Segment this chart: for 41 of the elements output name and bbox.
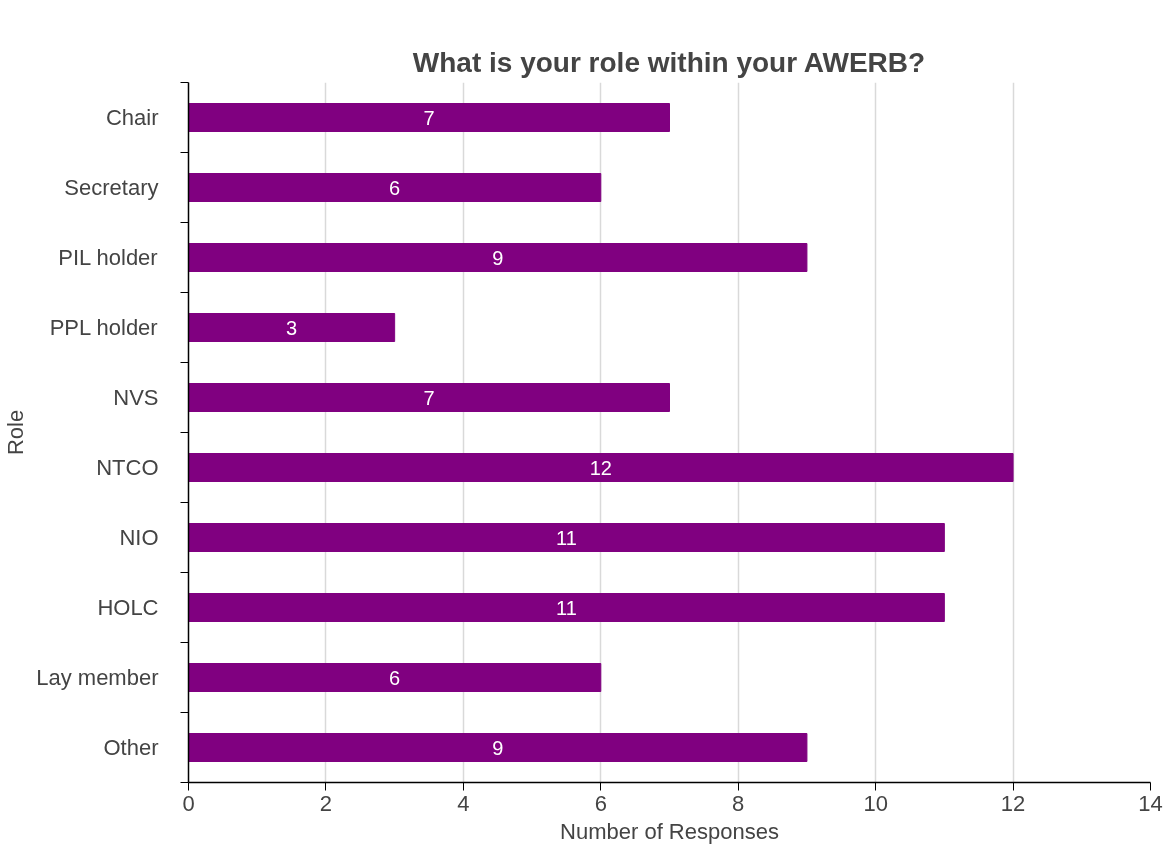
y-tick-label: NTCO [96, 455, 159, 480]
bar [188, 173, 602, 202]
data-label: 6 [389, 176, 401, 199]
bar [188, 663, 602, 692]
chart-title: What is your role within your AWERB? [412, 46, 926, 78]
y-tick-label: PPL holder [49, 315, 158, 340]
x-tick-label: 2 [319, 790, 333, 816]
data-label: 9 [492, 246, 504, 269]
data-label: 11 [556, 526, 577, 549]
y-tick-label: PIL holder [58, 245, 158, 270]
y-axis-title: Role [3, 409, 29, 456]
bar [188, 593, 945, 622]
y-tick-label: Other [103, 735, 159, 760]
data-label: 6 [389, 666, 401, 689]
y-tick-label: HOLC [97, 595, 159, 620]
bar [188, 243, 808, 272]
data-label: 12 [589, 456, 612, 479]
y-tick-label: NVS [113, 385, 159, 410]
data-label: 7 [423, 386, 435, 409]
x-tick-label: 0 [182, 790, 195, 816]
bar [188, 733, 808, 762]
bar [188, 383, 670, 412]
data-label: 7 [423, 106, 435, 129]
data-label: 11 [556, 596, 577, 619]
bar [188, 313, 396, 342]
data-label: 9 [492, 736, 504, 759]
x-tick-label: 4 [457, 790, 470, 816]
bar [188, 103, 670, 132]
y-tick-label: Lay member [36, 665, 159, 690]
y-tick-label: Secretary [64, 175, 159, 200]
y-tick-label: Chair [105, 105, 159, 130]
bar [188, 523, 945, 552]
x-tick-label: 10 [863, 790, 888, 816]
data-label: 3 [286, 316, 298, 339]
bar [188, 453, 1014, 482]
x-axis-title: Number of Responses [560, 818, 779, 844]
x-tick-label: 12 [1000, 790, 1026, 816]
x-tick-label: 6 [594, 790, 607, 816]
y-tick-label: NIO [119, 525, 159, 550]
x-tick-label: 14 [1138, 790, 1163, 816]
x-tick-label: 8 [732, 790, 745, 816]
